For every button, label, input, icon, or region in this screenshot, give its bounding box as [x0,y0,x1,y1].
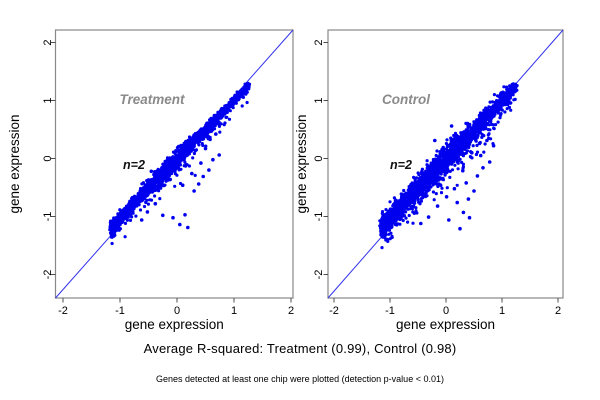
x-axis-title: gene expression [125,317,224,332]
x-tick-label: -1 [115,305,125,317]
y-tick-label: 1 [313,97,325,103]
x-tick-label: 1 [499,305,505,317]
y-tick-label: -1 [42,212,54,222]
y-axis: -2 -1 0 1 2 [42,39,56,279]
y-axis: -2 -1 0 1 2 [313,39,328,279]
outlier-points [419,124,496,231]
outlier-points [139,132,222,230]
y-tick-label: 1 [42,97,54,103]
x-tick-label: -2 [329,305,339,317]
x-tick-label: 2 [288,305,294,317]
y-axis-title: gene expression [7,114,22,213]
plot-frame [54,29,294,299]
x-tick-label: -1 [385,305,395,317]
panel-control: -2 -1 0 1 2 -2 -1 0 1 2 gene expression gene expres… [294,29,564,332]
scatter-cloud [108,81,252,246]
panel-treatment: -2 -1 0 1 2 -2 -1 0 1 2 gene expression gene expres… [7,29,294,332]
y-tick-label: 2 [42,39,54,45]
x-tick-label: 0 [443,305,449,317]
scatter-plots-canvas: -2 -1 0 1 2 -2 -1 0 1 2 gene expression gene expres… [7,29,564,332]
sample-size-annotation: n=2 [390,158,412,172]
y-tick-label: 2 [313,39,325,45]
caption-r-squared: Average R-squared: Treatment (0.99), Con… [143,341,457,356]
y-axis-title: gene expression [294,114,309,213]
x-axis: -2 -1 0 1 2 [329,298,561,317]
scatter-cloud [378,82,519,250]
y-tick-label: 0 [42,155,54,161]
y-tick-label: -2 [42,270,54,280]
x-axis-title: gene expression [396,317,495,332]
sample-size-annotation: n=2 [123,158,145,172]
x-axis: -2 -1 0 1 2 [58,298,294,317]
x-tick-label: -2 [58,305,68,317]
footnote-detection: Genes detected at least one chip were pl… [156,374,444,384]
x-tick-label: 1 [231,305,237,317]
panel-label: Control [382,92,430,107]
x-tick-label: 2 [555,305,561,317]
y-tick-label: -1 [313,212,325,222]
y-tick-label: 0 [313,155,325,161]
y-tick-label: -2 [313,270,325,280]
panel-label: Treatment [119,92,185,107]
x-tick-label: 0 [174,305,180,317]
